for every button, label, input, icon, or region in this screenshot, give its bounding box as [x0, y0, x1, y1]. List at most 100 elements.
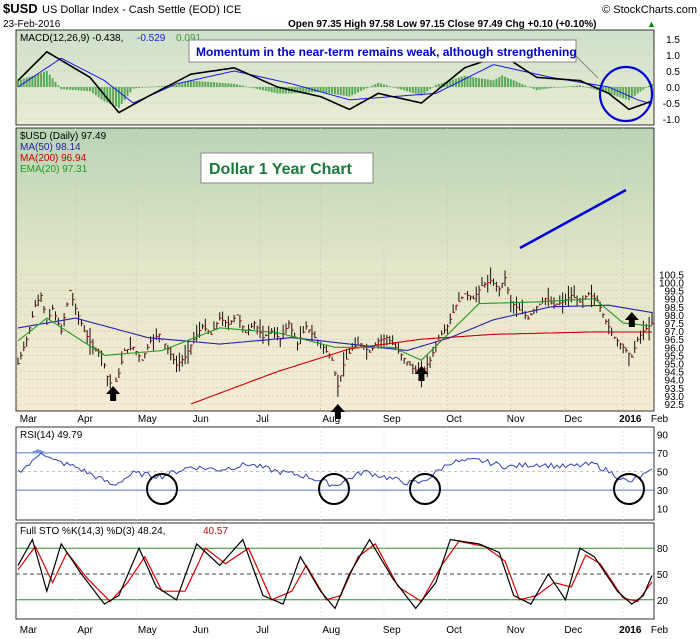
macd-histogram-bar — [296, 87, 299, 94]
watermark: © StockCharts.com — [602, 4, 697, 16]
macd-histogram-bar — [354, 87, 357, 94]
price-y-tick: 97.0 — [665, 327, 685, 338]
price-y-tick: 97.5 — [665, 319, 685, 330]
macd-histogram-bar — [60, 87, 63, 90]
price-y-tick: 99.0 — [665, 295, 685, 306]
macd-histogram-bar — [195, 81, 198, 87]
trendline — [519, 188, 627, 250]
macd-histogram-bar — [371, 85, 374, 87]
macd-histogram-bar — [322, 87, 325, 93]
rsi-highlight-circle — [146, 473, 178, 505]
macd-histogram-bar — [359, 87, 362, 92]
macd-histogram-bar — [463, 75, 466, 87]
macd-histogram-bar — [411, 87, 414, 93]
ema20-line — [17, 298, 653, 361]
macd-histogram-bar — [587, 87, 590, 88]
macd-histogram-bar — [163, 85, 166, 87]
macd-hist-legend: 0.091 — [176, 33, 201, 44]
macd-histogram-bar — [181, 83, 184, 87]
macd-histogram-bar — [417, 87, 420, 95]
macd-histogram-bar — [578, 85, 581, 87]
macd-histogram-bar — [584, 87, 587, 88]
macd-histogram-bar — [149, 86, 152, 88]
macd-histogram-bar — [259, 87, 262, 90]
macd-histogram-bar — [593, 87, 596, 90]
macd-histogram-bar — [576, 85, 579, 87]
x-axis-label: Apr — [77, 414, 93, 425]
macd-histogram-bar — [449, 80, 452, 87]
x-axis-label: Jul — [256, 414, 269, 425]
macd-histogram-bar — [308, 87, 311, 93]
x-axis-label: Mar — [20, 625, 38, 636]
macd-histogram-bar — [518, 82, 521, 87]
macd-histogram-bar — [91, 87, 94, 94]
macd-histogram-bar — [40, 72, 43, 87]
macd-histogram-bar — [558, 87, 561, 88]
sto-y-tick: 20 — [657, 596, 669, 607]
price-y-tick: 99.5 — [665, 287, 685, 298]
macd-histogram-bar — [570, 86, 573, 87]
x-axis-label: Sep — [383, 414, 401, 425]
macd-histogram-bar — [94, 87, 97, 96]
macd-histogram-bar — [426, 87, 429, 92]
macd-histogram-bar — [351, 87, 354, 96]
macd-histogram-bar — [253, 87, 256, 89]
macd-histogram-bar — [192, 80, 195, 87]
x-axis-label: Oct — [446, 625, 462, 636]
macd-histogram-bar — [74, 87, 77, 91]
macd-histogram-bar — [210, 82, 213, 87]
macd-histogram-bar — [48, 74, 51, 87]
macd-histogram-bar — [244, 86, 247, 87]
macd-y-tick: -1.0 — [663, 115, 681, 126]
macd-histogram-bar — [431, 87, 434, 88]
rsi-y-tick: 30 — [657, 486, 669, 497]
x-axis-label: Dec — [564, 625, 582, 636]
macd-histogram-bar — [380, 83, 383, 87]
macd-histogram-bar — [486, 79, 489, 87]
macd-histogram-bar — [648, 85, 651, 87]
macd-histogram-bar — [521, 84, 524, 87]
macd-histogram-bar — [440, 83, 443, 87]
macd-histogram-bar — [334, 87, 336, 95]
macd-histogram-bar — [86, 87, 89, 92]
macd-histogram-bar — [276, 87, 279, 94]
ma50-legend: MA(50) 98.14 — [20, 142, 81, 153]
macd-y-tick: 0.5 — [666, 67, 680, 78]
macd-y-tick: -0.5 — [663, 99, 681, 110]
macd-highlight-circle — [598, 65, 654, 123]
macd-histogram-bar — [345, 87, 348, 97]
ma200-line — [190, 331, 652, 405]
macd-histogram-bar — [299, 87, 302, 93]
macd-histogram-bar — [622, 87, 625, 99]
macd-histogram-bar — [627, 87, 630, 101]
x-axis-label: Aug — [322, 625, 340, 636]
macd-histogram-bar — [19, 79, 22, 87]
macd-histogram-bar — [532, 87, 535, 89]
macd-histogram-bar — [114, 87, 117, 107]
ma50-line — [17, 304, 653, 352]
annotation-box — [188, 39, 577, 63]
x-axis-label: Oct — [446, 414, 462, 425]
macd-histogram-bar — [630, 87, 633, 99]
macd-histogram-bar — [385, 85, 388, 87]
macd-histogram-bar — [158, 86, 161, 87]
macd-histogram-bar — [478, 78, 481, 87]
macd-histogram-bar — [610, 87, 613, 95]
macd-histogram-bar — [71, 87, 74, 90]
macd-histogram-bar — [527, 86, 530, 88]
sto-y-tick: 80 — [657, 544, 669, 555]
up-arrow-icon — [624, 312, 639, 327]
quote-up-arrow-icon: ▲ — [647, 19, 656, 29]
x-axis-label: Mar — [20, 414, 38, 425]
price-y-tick: 100.5 — [659, 270, 684, 281]
macd-histogram-bar — [348, 87, 351, 97]
macd-histogram-bar — [581, 86, 584, 87]
macd-histogram-bar — [155, 86, 158, 87]
macd-histogram-bar — [377, 82, 380, 87]
price-y-tick: 92.5 — [665, 400, 685, 411]
macd-histogram-bar — [452, 79, 455, 87]
macd-histogram-bar — [184, 82, 187, 87]
macd-histogram-bar — [161, 85, 164, 87]
macd-histogram-bar — [633, 87, 636, 96]
macd-histogram-bar — [357, 87, 360, 93]
